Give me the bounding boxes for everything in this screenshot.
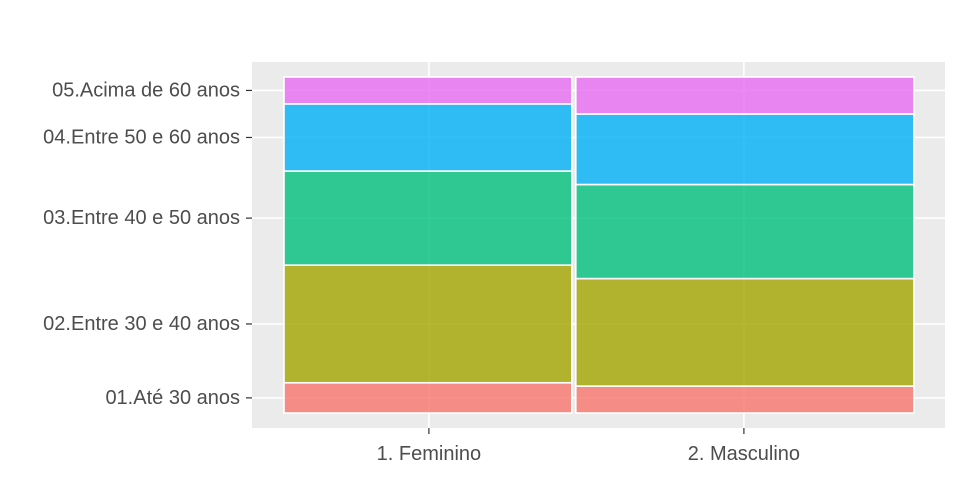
segment-2-2: [574, 277, 915, 387]
segment-1-2: [283, 264, 573, 384]
y-tick-label-5: 05.Acima de 60 anos: [52, 79, 240, 101]
y-tick-label-3: 03.Entre 40 e 50 anos: [43, 207, 240, 229]
x-tick-label-1: 1. Feminino: [377, 443, 482, 465]
segment-1-1: [283, 381, 573, 414]
y-tick-label-1: 01.Até 30 anos: [105, 387, 240, 409]
segment-2-4: [574, 113, 915, 186]
segment-2-5: [574, 76, 915, 115]
segment-2-3: [574, 183, 915, 280]
x-tick-label-2: 2. Masculino: [688, 443, 800, 465]
y-tick-label-4: 04.Entre 50 e 60 anos: [43, 126, 240, 148]
segment-1-5: [283, 76, 573, 105]
segment-2-1: [574, 385, 915, 414]
segment-1-3: [283, 170, 573, 266]
segment-1-4: [283, 103, 573, 172]
y-tick-label-2: 02.Entre 30 e 40 anos: [43, 313, 240, 335]
